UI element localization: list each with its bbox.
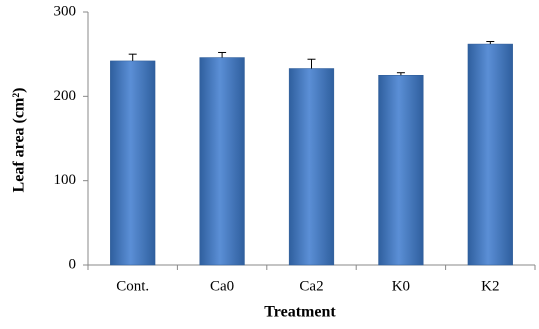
bar [288, 68, 335, 266]
y-tick-label: 300 [54, 3, 77, 19]
x-axis-title: Treatment [264, 304, 336, 321]
x-tick-label: Cont. [116, 278, 149, 294]
x-tick-label: Ca0 [210, 278, 234, 294]
bar [467, 43, 513, 266]
bar [110, 60, 156, 266]
bar [378, 75, 424, 266]
x-tick-label: Ca2 [299, 278, 323, 294]
x-tick-label: K0 [392, 278, 410, 294]
y-axis-title: Leaf area (cm²) [11, 88, 28, 193]
y-tick-label: 0 [69, 256, 77, 272]
y-tick-label: 200 [54, 88, 77, 104]
y-tick-label: 100 [54, 172, 77, 188]
bar [199, 57, 245, 266]
x-tick-label: K2 [481, 278, 499, 294]
